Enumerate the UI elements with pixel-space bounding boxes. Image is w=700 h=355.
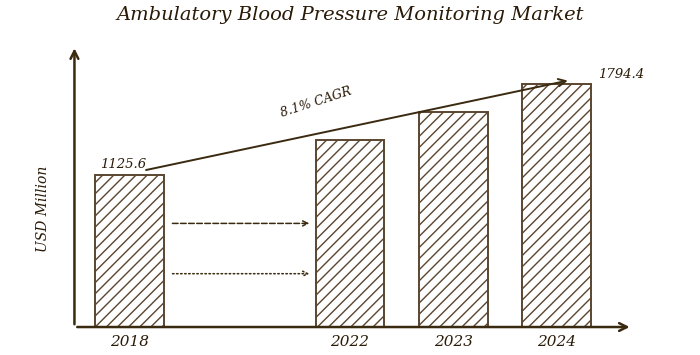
Text: 2022: 2022 xyxy=(330,335,370,349)
Title: Ambulatory Blood Pressure Monitoring Market: Ambulatory Blood Pressure Monitoring Mar… xyxy=(116,6,584,23)
Text: 2023: 2023 xyxy=(434,335,473,349)
Bar xyxy=(419,112,488,327)
Text: 8.1% CAGR: 8.1% CAGR xyxy=(279,85,353,120)
Text: 2024: 2024 xyxy=(537,335,576,349)
Text: USD Million: USD Million xyxy=(36,165,50,252)
Bar xyxy=(316,140,384,327)
Text: 1794.4: 1794.4 xyxy=(598,69,644,81)
Text: 2018: 2018 xyxy=(110,335,149,349)
Bar xyxy=(95,175,164,327)
Bar xyxy=(522,84,591,327)
Text: 1125.6: 1125.6 xyxy=(99,158,146,171)
